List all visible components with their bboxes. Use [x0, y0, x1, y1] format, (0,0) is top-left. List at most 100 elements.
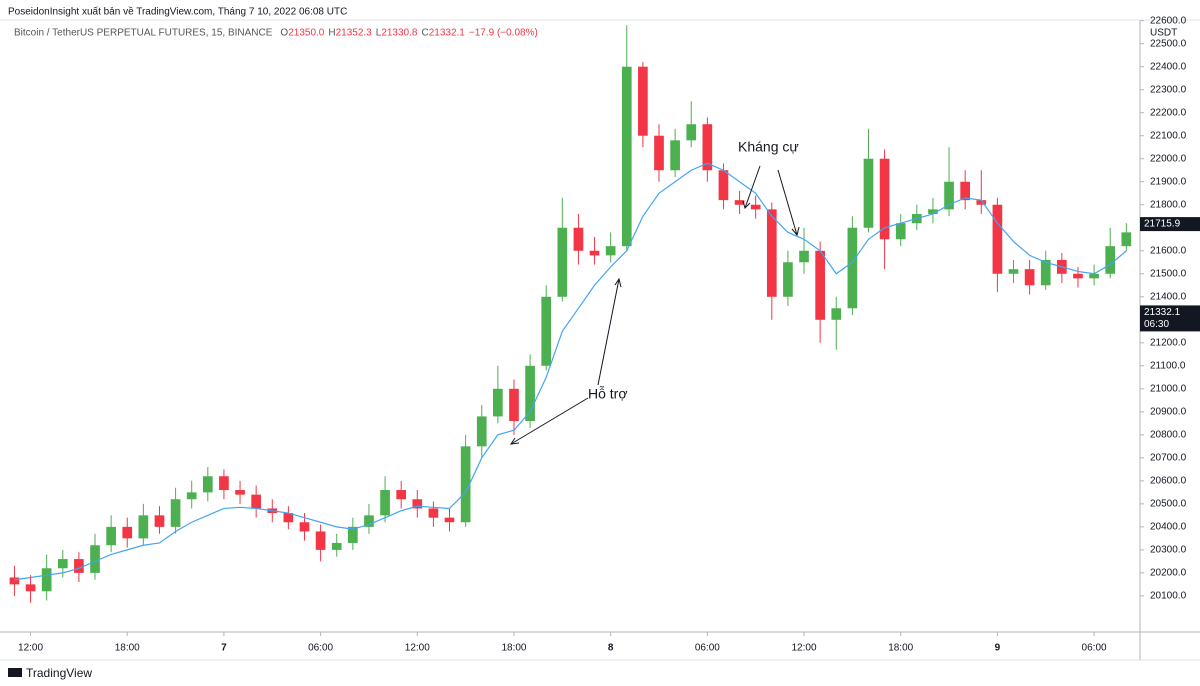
candle-body [41, 568, 52, 592]
y-tick-label: 22500.0 [1150, 38, 1187, 49]
moving-average [14, 162, 1127, 581]
candle-body [638, 66, 648, 136]
ohlc-key: C [421, 28, 428, 39]
candle-body [380, 490, 390, 516]
x-tick-label: 7 [221, 643, 227, 654]
candle-body [976, 200, 987, 205]
price-marker-label: 21715.9 [1144, 219, 1181, 230]
y-tick-label: 20400.0 [1150, 521, 1187, 532]
candle-body [541, 296, 552, 366]
ohlc-value: 21352.3 [336, 28, 373, 39]
candle-body [299, 522, 310, 532]
y-tick-label: 21100.0 [1150, 360, 1186, 371]
candle-body [573, 227, 584, 251]
x-tick-label: 8 [608, 643, 614, 654]
candle-body [396, 490, 407, 500]
candle-body [557, 227, 568, 297]
x-tick-label: 9 [995, 643, 1001, 654]
candle-body [444, 517, 455, 523]
x-tick-label: 18:00 [501, 643, 526, 654]
candle-body [202, 476, 213, 493]
y-tick-label: 22200.0 [1150, 107, 1187, 118]
candle-body [718, 170, 729, 201]
candle-body [476, 416, 487, 447]
y-tick-label: 22300.0 [1150, 84, 1187, 95]
x-tick-label: 12:00 [792, 643, 817, 654]
brand: TradingView [26, 666, 92, 680]
candle-body [815, 250, 825, 320]
ohlc-key: H [328, 28, 335, 39]
axis-unit: USDT [1150, 28, 1177, 39]
x-tick-label: 12:00 [18, 643, 43, 654]
candle-body [364, 515, 374, 527]
candle-body [831, 308, 842, 320]
y-tick-label: 20100.0 [1150, 591, 1187, 602]
x-tick-label: 18:00 [115, 643, 140, 654]
candle-body [493, 388, 503, 417]
y-tick-label: 21900.0 [1150, 176, 1187, 187]
y-tick-label: 21200.0 [1150, 337, 1187, 348]
candle-body [702, 124, 713, 171]
x-tick-label: 18:00 [888, 643, 913, 654]
logo [8, 668, 22, 677]
y-tick-label: 20900.0 [1150, 406, 1187, 417]
y-tick-label: 21400.0 [1150, 291, 1187, 302]
candle-body [170, 499, 181, 527]
x-tick-label: 06:00 [695, 643, 720, 654]
ohlc-key: O [280, 28, 288, 39]
ohlc-value: 21350.0 [288, 28, 325, 39]
candle-body [734, 200, 745, 205]
candle-body [186, 492, 197, 500]
candle-body [412, 499, 423, 509]
price-marker-label: 21332.1 [1144, 307, 1181, 318]
y-tick-label: 21800.0 [1150, 199, 1187, 210]
candle-body [879, 158, 890, 240]
candle-body [525, 365, 535, 422]
candle-body [154, 515, 165, 527]
candle-body [1089, 273, 1099, 279]
y-tick-label: 20500.0 [1150, 498, 1187, 509]
candle-body [589, 250, 600, 256]
candle-body [895, 223, 906, 240]
ohlc-value: 21332.1 [429, 28, 466, 39]
candle-body [122, 526, 133, 539]
price-marker [1140, 305, 1200, 332]
symbol: Bitcoin / TetherUS PERPETUAL FUTURES, 15… [14, 28, 273, 39]
candle-body [670, 140, 680, 171]
candle-body [1008, 269, 1019, 274]
candle-body [138, 515, 149, 539]
countdown: 06:30 [1144, 319, 1169, 330]
candle-body [621, 66, 632, 247]
candle-body [944, 181, 954, 210]
candle-body [283, 513, 294, 523]
y-tick-label: 22400.0 [1150, 61, 1187, 72]
candle-body [799, 250, 809, 263]
y-tick-label: 22000.0 [1150, 153, 1187, 164]
candle-body [1121, 232, 1132, 247]
annotation: Kháng cự [738, 139, 799, 155]
candle-body [960, 181, 970, 201]
y-tick-label: 21500.0 [1150, 268, 1187, 279]
candle-body [460, 446, 471, 523]
change: −17.9 (−0.08%) [469, 28, 538, 39]
candle-body [863, 158, 874, 228]
y-tick-label: 20800.0 [1150, 429, 1187, 440]
candle-body [686, 124, 697, 141]
candle-body [1073, 273, 1083, 279]
y-tick-label: 21600.0 [1150, 245, 1187, 256]
x-tick-label: 12:00 [405, 643, 430, 654]
y-tick-label: 20300.0 [1150, 545, 1187, 556]
candle-body [509, 388, 519, 422]
candle-body [1040, 259, 1051, 286]
y-tick-label: 20600.0 [1150, 475, 1187, 486]
y-tick-label: 21000.0 [1150, 383, 1187, 394]
candle-body [219, 476, 229, 491]
y-tick-label: 22600.0 [1150, 15, 1187, 26]
candle-body [9, 577, 20, 585]
publisher: PoseidonInsight xuất bản về TradingView.… [8, 6, 347, 18]
candle-body [235, 490, 245, 495]
candle-body [315, 531, 326, 550]
y-tick-label: 20700.0 [1150, 452, 1187, 463]
candle-body [783, 262, 793, 297]
